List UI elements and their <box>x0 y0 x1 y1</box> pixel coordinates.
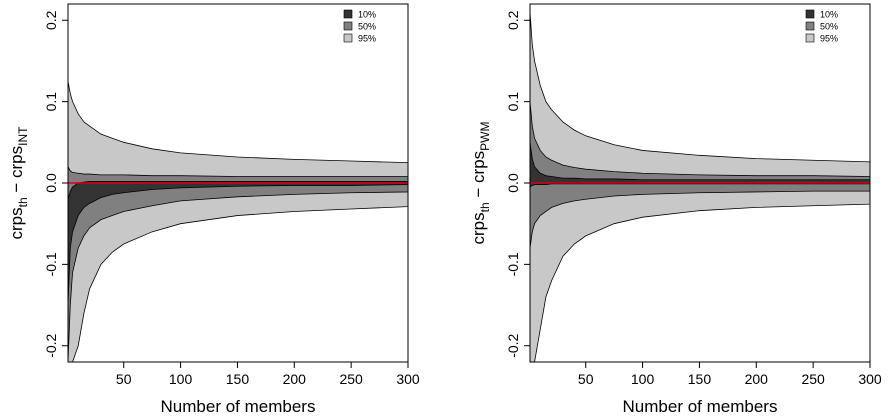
y-label-subscript: PWM <box>478 122 492 151</box>
x-tick-label: 150 <box>688 371 712 387</box>
band <box>530 101 870 249</box>
x-axis-label: Number of members <box>161 397 316 416</box>
y-tick-label: 0.2 <box>505 10 521 30</box>
legend-label: 95% <box>820 34 838 44</box>
y-tick-label: 0.2 <box>43 10 59 30</box>
y-tick-label: -0.1 <box>505 252 521 276</box>
band <box>68 180 408 306</box>
y-tick-label: -0.2 <box>43 333 59 357</box>
plot-area <box>68 81 408 362</box>
band <box>68 81 408 362</box>
x-axis-label: Number of members <box>623 397 778 416</box>
x-tick-label: 300 <box>858 371 882 387</box>
y-tick-label: -0.2 <box>505 333 521 357</box>
x-tick-label: 250 <box>339 371 363 387</box>
legend-label: 10% <box>358 10 376 20</box>
y-tick-label: 0.0 <box>43 173 59 193</box>
plot-area <box>530 12 870 362</box>
legend-swatch <box>343 9 353 19</box>
y-tick-label: -0.1 <box>43 252 59 276</box>
legend-label: 50% <box>358 22 376 32</box>
x-tick-label: 100 <box>169 371 193 387</box>
y-label-subscript: INT <box>16 126 30 146</box>
legend-label: 50% <box>820 22 838 32</box>
x-tick-label: 200 <box>283 371 307 387</box>
y-label-subscript: th <box>478 202 492 212</box>
y-label-part: crps <box>7 207 26 239</box>
panel: 50 100 150 200 250 300 -0.2 -0.1 0.0 0.1 0.2 Number… <box>7 3 420 416</box>
x-tick-label: 300 <box>396 371 420 387</box>
y-tick-label: 0.1 <box>505 92 521 112</box>
x-tick-label: 250 <box>801 371 825 387</box>
y-tick-label: 0.0 <box>505 173 521 193</box>
x-tick-label: 150 <box>226 371 250 387</box>
y-axis-label: crpsth − crpsPWM <box>469 122 492 245</box>
y-tick-label: 0.1 <box>43 92 59 112</box>
x-tick-label: 200 <box>745 371 769 387</box>
legend-label: 95% <box>358 34 376 44</box>
y-label-part: − crps <box>469 151 488 203</box>
y-label-subscript: th <box>16 197 30 207</box>
legend-swatch <box>805 33 815 43</box>
legend-swatch <box>805 21 815 31</box>
legend-swatch <box>805 9 815 19</box>
legend-swatch <box>343 33 353 43</box>
legend-swatch <box>343 21 353 31</box>
y-label-part: − crps <box>7 146 26 198</box>
y-label-part: crps <box>469 212 488 244</box>
x-tick-label: 50 <box>578 371 594 387</box>
panel: 50 100 150 200 250 300 -0.2 -0.1 0.0 0.1 0.2 Number… <box>469 3 882 416</box>
legend-label: 10% <box>820 10 838 20</box>
x-tick-label: 100 <box>631 371 655 387</box>
x-tick-label: 50 <box>116 371 132 387</box>
y-axis-label: crpsth − crpsINT <box>7 126 30 240</box>
